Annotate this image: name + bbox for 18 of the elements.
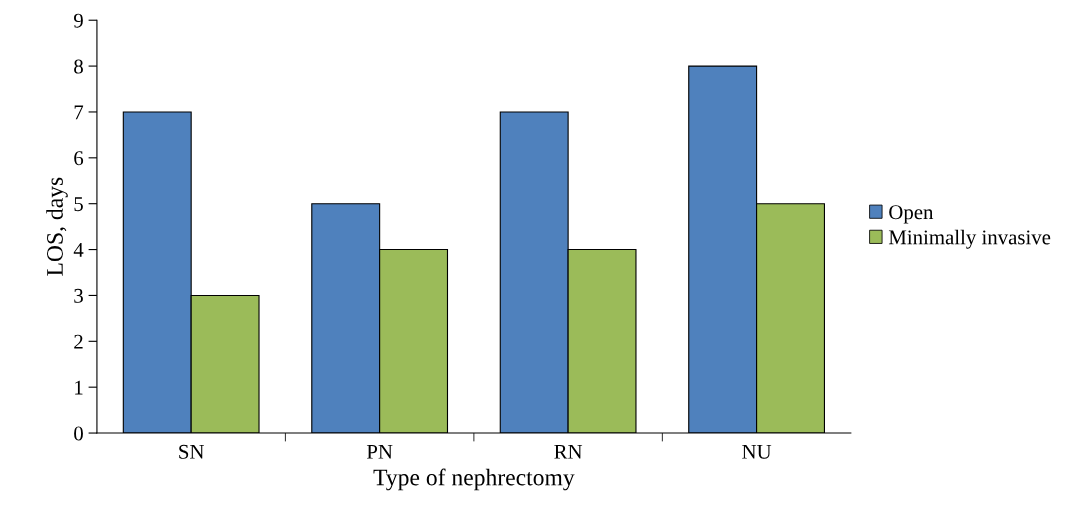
y-tick-label: 6 <box>74 151 84 166</box>
y-tick-label: 0 <box>74 426 83 441</box>
x-tick-label: SN <box>179 444 205 459</box>
legend-label: Open <box>889 205 934 224</box>
y-tick-label: 7 <box>74 105 84 120</box>
y-tick-label: 9 <box>73 13 83 28</box>
y-tick-label: 5 <box>74 197 83 212</box>
y-tick-label: 4 <box>73 243 84 257</box>
y-tick-label: 2 <box>74 334 83 349</box>
y-tick-label: 8 <box>74 59 83 74</box>
y-tick-label: 3 <box>74 288 83 303</box>
y-axis-title: LOS, days <box>46 177 68 276</box>
x-tick-label: RN <box>554 444 583 459</box>
y-tick-label: 1 <box>75 380 83 395</box>
x-tick-label: PN <box>366 444 393 459</box>
x-axis-title: Type of nephrectomy <box>373 468 575 491</box>
legend-label: Minimally invasive <box>888 229 1051 249</box>
x-tick-label: NU <box>742 444 772 459</box>
